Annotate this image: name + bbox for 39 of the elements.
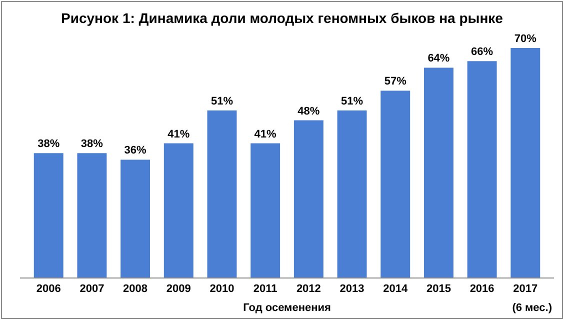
x-tick-label: 2012 (296, 282, 321, 295)
bar (510, 48, 540, 278)
bar (380, 90, 410, 278)
x-tick-label: 2014 (383, 282, 408, 295)
x-axis-title: Год осеменения (243, 302, 331, 314)
x-tick-label: 2011 (253, 282, 278, 295)
x-tick-label: 2015 (426, 282, 451, 295)
bar (164, 143, 194, 278)
data-label: 51% (341, 95, 364, 108)
data-label: 48% (298, 105, 320, 118)
x-tick-label: 2016 (470, 282, 494, 295)
data-label: 51% (210, 95, 234, 108)
bar (77, 153, 107, 278)
bar (337, 110, 367, 278)
bar (120, 160, 150, 278)
x-tick-label: 2006 (36, 282, 61, 295)
data-label: 57% (384, 76, 407, 88)
x-tick-label: 2017 (513, 282, 538, 295)
bar (424, 68, 454, 278)
x-tick-label: 2007 (80, 282, 104, 295)
data-label: 64% (428, 52, 450, 65)
x-tick-label: 2008 (123, 282, 148, 295)
x-tick-label: 2010 (210, 282, 234, 295)
data-label: 41% (168, 128, 190, 140)
x-tick-label: 2013 (340, 282, 364, 295)
bar (250, 143, 280, 278)
bar (34, 153, 64, 278)
data-label: 38% (80, 138, 104, 150)
data-label: 70% (514, 33, 537, 45)
data-label: 41% (254, 128, 277, 140)
data-label: 36% (124, 144, 147, 157)
bar (207, 110, 237, 278)
chart-title: Рисунок 1: Динамика доли молодых геномных быков на рынке (61, 10, 504, 26)
x-tick-label: 2009 (166, 282, 191, 295)
text: (6 мес.) (512, 302, 552, 314)
bar (467, 61, 497, 278)
data-label: 66% (471, 46, 494, 58)
bar (294, 120, 324, 278)
data-label: 38% (38, 138, 60, 150)
